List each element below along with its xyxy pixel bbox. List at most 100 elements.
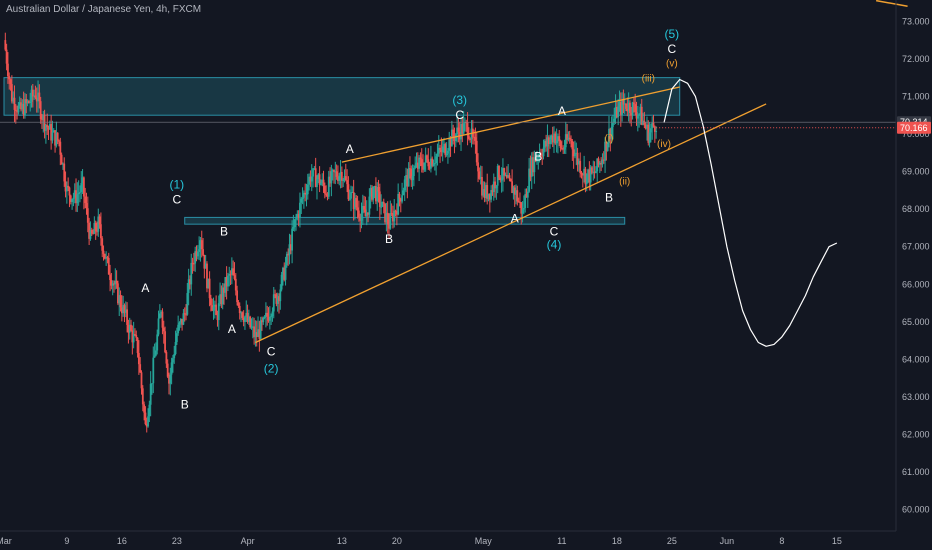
candle-body bbox=[596, 158, 599, 172]
candle-body bbox=[368, 196, 371, 215]
candle-body bbox=[579, 160, 582, 174]
candle-body bbox=[600, 162, 603, 165]
candle-body bbox=[344, 176, 347, 181]
candle-body bbox=[69, 195, 72, 202]
candle-body bbox=[43, 114, 46, 131]
candle-body bbox=[593, 171, 596, 174]
candle-body bbox=[27, 101, 30, 103]
candle-body bbox=[240, 312, 242, 314]
candle-body bbox=[487, 193, 490, 199]
wave-label: A bbox=[141, 281, 149, 295]
candle-body bbox=[588, 169, 591, 183]
candle-body bbox=[202, 249, 204, 255]
candle-body bbox=[361, 205, 364, 214]
candle-body bbox=[424, 155, 427, 163]
candle-body bbox=[187, 279, 190, 294]
candle-body bbox=[79, 191, 81, 194]
candle-body bbox=[348, 198, 351, 200]
candle-body bbox=[225, 277, 228, 287]
candle-body bbox=[318, 174, 321, 185]
candle-body bbox=[521, 209, 524, 214]
candle-body bbox=[16, 111, 18, 113]
candle-body bbox=[147, 416, 149, 427]
candle-body bbox=[411, 176, 414, 181]
candle-body bbox=[416, 162, 419, 169]
candle-body bbox=[85, 203, 88, 209]
candle-body bbox=[427, 159, 430, 167]
candle-body bbox=[567, 137, 570, 140]
candle-body bbox=[238, 306, 241, 314]
candle-body bbox=[25, 99, 28, 104]
candle-body bbox=[26, 101, 29, 104]
candle-body bbox=[13, 97, 16, 110]
candle-body bbox=[285, 253, 288, 266]
candle-body bbox=[117, 283, 119, 304]
candle-body bbox=[426, 155, 428, 160]
candle-body bbox=[157, 318, 160, 335]
candle-body bbox=[251, 326, 254, 328]
candle-body bbox=[21, 103, 24, 110]
candle-body bbox=[627, 102, 630, 112]
y-tick-label: 66.000 bbox=[902, 279, 930, 289]
candle-body bbox=[367, 212, 369, 215]
y-tick-label: 68.000 bbox=[902, 204, 930, 214]
candle-body bbox=[457, 127, 460, 132]
candle-body bbox=[558, 136, 561, 142]
candle-body bbox=[422, 165, 424, 170]
candle-body bbox=[228, 274, 231, 276]
candle-body bbox=[415, 162, 418, 167]
candle-body bbox=[508, 175, 511, 180]
candle-body bbox=[534, 157, 537, 162]
candle-body bbox=[314, 168, 317, 187]
candle-body bbox=[51, 132, 54, 141]
candle-body bbox=[648, 132, 651, 143]
candle-body bbox=[617, 106, 620, 118]
candle-body bbox=[92, 233, 94, 235]
candle-body bbox=[477, 162, 479, 172]
candle-body bbox=[543, 140, 546, 148]
candle-body bbox=[317, 174, 320, 180]
candle-body bbox=[331, 170, 334, 172]
candle-body bbox=[160, 311, 163, 314]
candle-body bbox=[17, 105, 20, 113]
y-tick-label: 63.000 bbox=[902, 392, 930, 402]
candle-body bbox=[371, 187, 373, 200]
candle-body bbox=[271, 311, 274, 317]
candle-body bbox=[97, 216, 100, 232]
candle-body bbox=[302, 192, 305, 198]
candle-body bbox=[263, 316, 266, 318]
candle-body bbox=[454, 134, 457, 142]
candle-body bbox=[4, 40, 7, 50]
candle-body bbox=[327, 176, 330, 197]
candle-body bbox=[436, 153, 439, 157]
candle-body bbox=[170, 362, 173, 375]
candle-body bbox=[185, 314, 187, 316]
candle-body bbox=[46, 125, 49, 128]
candle-body bbox=[577, 160, 580, 165]
candle-body bbox=[333, 170, 335, 173]
candle-body bbox=[642, 120, 644, 125]
candle-body bbox=[182, 313, 185, 325]
candle-body bbox=[80, 183, 83, 192]
wave-label: (1) bbox=[170, 177, 185, 191]
candle-body bbox=[186, 293, 189, 315]
candle-body bbox=[22, 103, 25, 116]
x-axis[interactable]: Mar 9 16 23 Apr 13 20 May 11 18 25 Jun 8 15 bbox=[0, 530, 896, 546]
candle-body bbox=[418, 157, 421, 169]
candle-body bbox=[308, 176, 311, 185]
candle-body bbox=[443, 144, 445, 147]
candle-body bbox=[52, 130, 55, 133]
candle-body bbox=[632, 102, 635, 105]
candle-body bbox=[58, 140, 60, 142]
candle-body bbox=[76, 194, 79, 204]
candle-body bbox=[203, 254, 206, 269]
candle-body bbox=[295, 218, 297, 220]
candle-body bbox=[538, 153, 541, 158]
candle-body bbox=[513, 187, 516, 195]
y-axis[interactable]: 60.000 61.000 62.000 63.000 64.000 65.000 66.0… bbox=[895, 0, 930, 531]
candle-body bbox=[37, 92, 39, 102]
candle-body bbox=[420, 159, 423, 166]
candle-body bbox=[549, 139, 551, 145]
candle-body bbox=[34, 95, 37, 98]
